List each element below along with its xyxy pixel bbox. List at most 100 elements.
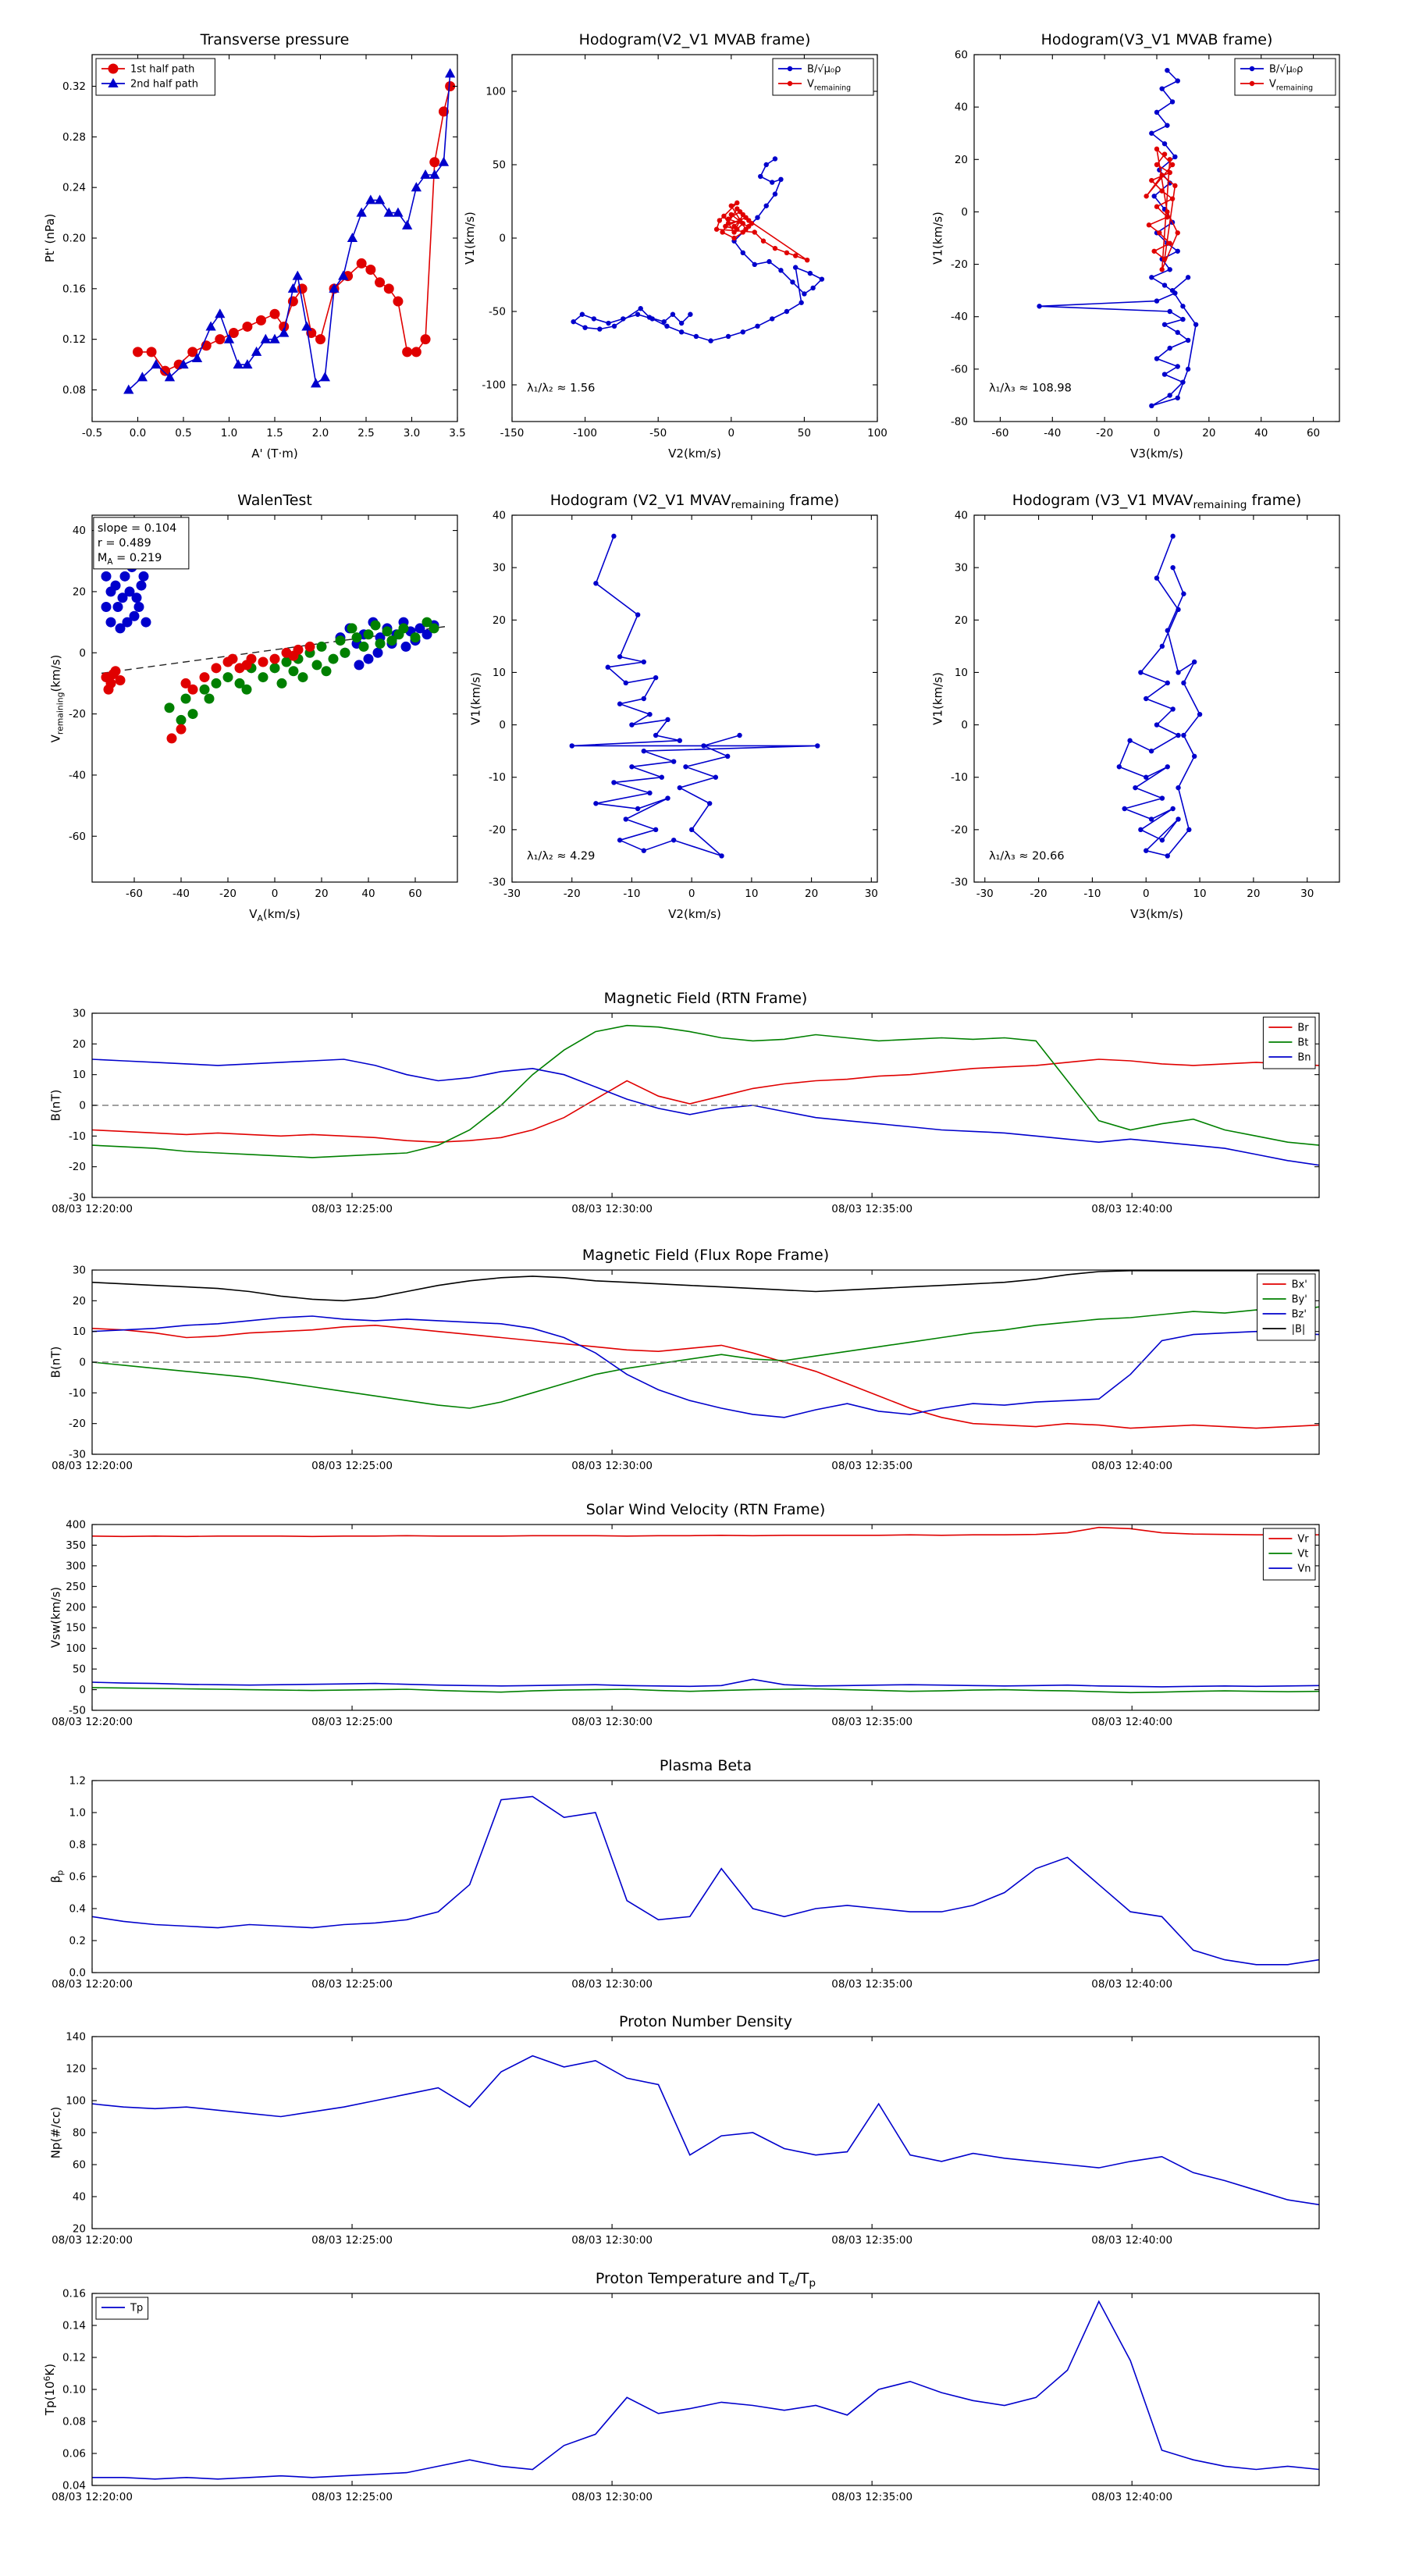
svg-text:-60: -60 xyxy=(69,831,86,843)
svg-text:Vsw(km/s): Vsw(km/s) xyxy=(49,1587,63,1648)
svg-text:-30: -30 xyxy=(503,888,521,900)
svg-text:-10: -10 xyxy=(951,771,968,784)
svg-text:08/03 12:35:00: 08/03 12:35:00 xyxy=(831,1978,912,1991)
svg-text:08/03 12:35:00: 08/03 12:35:00 xyxy=(831,1460,912,1472)
svg-text:150: 150 xyxy=(66,1622,86,1635)
svg-text:-20: -20 xyxy=(951,258,968,271)
svg-text:-40: -40 xyxy=(69,769,86,781)
svg-text:0: 0 xyxy=(688,888,695,900)
svg-text:-30: -30 xyxy=(69,1449,86,1461)
svg-text:V3(km/s): V3(km/s) xyxy=(1130,447,1183,461)
svg-text:Hodogram(V3_V1 MVAB frame): Hodogram(V3_V1 MVAB frame) xyxy=(1041,31,1273,48)
svg-text:0: 0 xyxy=(272,888,279,900)
svg-text:20: 20 xyxy=(955,614,968,627)
svg-text:-60: -60 xyxy=(951,363,968,375)
svg-text:20: 20 xyxy=(1202,427,1215,439)
svg-text:Vremaining: Vremaining xyxy=(807,79,851,93)
svg-text:|B|: |B| xyxy=(1292,1324,1306,1336)
svg-text:B(nT): B(nT) xyxy=(49,1090,63,1122)
svg-text:Plasma Beta: Plasma Beta xyxy=(660,1757,752,1774)
svg-text:0: 0 xyxy=(1143,888,1150,900)
chart-plasma-beta: 08/03 12:20:00 08/03 12:25:00 08/03 12:30:… xyxy=(49,1757,1320,1991)
svg-text:0.32: 0.32 xyxy=(62,80,86,93)
svg-text:08/03 12:25:00: 08/03 12:25:00 xyxy=(311,1978,393,1991)
svg-text:08/03 12:40:00: 08/03 12:40:00 xyxy=(1091,2491,1172,2503)
svg-text:1.0: 1.0 xyxy=(69,1807,86,1820)
chart-hodogram-v2v1-mvav: -30 -20 -10 0 10 20 30 -30 -20 -10 0 10 20 30 40 Hodogr… xyxy=(469,492,878,921)
svg-text:-80: -80 xyxy=(951,416,968,429)
svg-text:10: 10 xyxy=(745,888,758,900)
svg-text:08/03 12:40:00: 08/03 12:40:00 xyxy=(1091,1716,1172,1728)
svg-text:2.0: 2.0 xyxy=(312,427,329,439)
svg-text:10: 10 xyxy=(493,667,506,679)
svg-text:-10: -10 xyxy=(1083,888,1101,900)
svg-text:08/03 12:30:00: 08/03 12:30:00 xyxy=(571,2234,653,2247)
svg-text:0.08: 0.08 xyxy=(62,384,86,397)
svg-text:40: 40 xyxy=(955,101,968,114)
svg-text:-30: -30 xyxy=(489,877,506,889)
svg-text:08/03 12:20:00: 08/03 12:20:00 xyxy=(52,2234,133,2247)
svg-text:08/03 12:25:00: 08/03 12:25:00 xyxy=(311,1203,393,1215)
svg-text:-20: -20 xyxy=(69,708,86,720)
svg-text:08/03 12:20:00: 08/03 12:20:00 xyxy=(52,1978,133,1991)
svg-text:-150: -150 xyxy=(500,427,525,439)
svg-text:λ₁/λ₃ ≈ 108.98: λ₁/λ₃ ≈ 108.98 xyxy=(989,382,1072,395)
svg-text:-30: -30 xyxy=(976,888,994,900)
svg-text:A' (T·m): A' (T·m) xyxy=(251,447,297,461)
svg-text:08/03 12:40:00: 08/03 12:40:00 xyxy=(1091,1203,1172,1215)
svg-text:0.16: 0.16 xyxy=(62,2288,86,2300)
svg-text:0: 0 xyxy=(499,719,506,731)
svg-text:08/03 12:30:00: 08/03 12:30:00 xyxy=(571,1460,653,1472)
svg-text:20: 20 xyxy=(73,585,86,598)
svg-text:0.06: 0.06 xyxy=(62,2448,86,2460)
svg-text:30: 30 xyxy=(865,888,878,900)
chart-transverse-pressure: -0.5 0.0 0.5 1.0 1.5 2.0 2.5 3.0 3.5 0.08 0.12 0.16… xyxy=(43,31,466,461)
svg-text:-10: -10 xyxy=(623,888,640,900)
svg-text:100: 100 xyxy=(486,86,506,98)
svg-text:Np(#/cc): Np(#/cc) xyxy=(49,2107,63,2159)
svg-text:-20: -20 xyxy=(219,888,237,900)
svg-text:Tp(106K): Tp(106K) xyxy=(42,2364,57,2416)
svg-text:V3(km/s): V3(km/s) xyxy=(1130,907,1183,921)
svg-text:120: 120 xyxy=(66,2063,86,2076)
svg-text:Vt: Vt xyxy=(1297,1549,1308,1560)
svg-text:08/03 12:30:00: 08/03 12:30:00 xyxy=(571,1203,653,1215)
svg-text:0.12: 0.12 xyxy=(62,333,86,346)
svg-text:0: 0 xyxy=(499,233,506,245)
svg-text:100: 100 xyxy=(66,2095,86,2108)
svg-text:20: 20 xyxy=(805,888,818,900)
svg-text:1.2: 1.2 xyxy=(69,1775,86,1788)
svg-text:08/03 12:35:00: 08/03 12:35:00 xyxy=(831,2234,912,2247)
svg-text:0: 0 xyxy=(79,1684,86,1696)
svg-text:V2(km/s): V2(km/s) xyxy=(668,447,721,461)
svg-text:08/03 12:35:00: 08/03 12:35:00 xyxy=(831,1716,912,1728)
svg-text:60: 60 xyxy=(408,888,422,900)
chart-walen-test: -60 -40 -20 0 20 40 60 -60 -40 -20 0 20 40 WalenTest V… xyxy=(49,492,458,923)
svg-text:-50: -50 xyxy=(649,427,667,439)
svg-text:10: 10 xyxy=(73,1069,86,1081)
svg-text:30: 30 xyxy=(955,562,968,575)
svg-text:20: 20 xyxy=(73,1038,86,1051)
svg-text:0: 0 xyxy=(961,206,968,219)
svg-text:30: 30 xyxy=(1300,888,1314,900)
svg-text:60: 60 xyxy=(73,2159,86,2172)
svg-text:3.5: 3.5 xyxy=(449,427,465,439)
svg-text:Tp: Tp xyxy=(130,2303,143,2314)
svg-text:30: 30 xyxy=(73,1008,86,1020)
svg-text:0: 0 xyxy=(1154,427,1161,439)
svg-text:Hodogram (V2_V1 MVAVremaining: Hodogram (V2_V1 MVAVremaining frame) xyxy=(550,492,840,511)
svg-text:50: 50 xyxy=(73,1663,86,1676)
svg-text:1.0: 1.0 xyxy=(221,427,237,439)
svg-text:0: 0 xyxy=(79,1100,86,1112)
svg-text:08/03 12:40:00: 08/03 12:40:00 xyxy=(1091,2234,1172,2247)
svg-text:Bx': Bx' xyxy=(1292,1279,1307,1291)
svg-text:-20: -20 xyxy=(489,824,506,836)
svg-text:20: 20 xyxy=(73,1295,86,1308)
svg-text:-60: -60 xyxy=(991,427,1008,439)
svg-text:Solar Wind Velocity (RTN Frame: Solar Wind Velocity (RTN Frame) xyxy=(586,1501,826,1518)
svg-text:0.6: 0.6 xyxy=(69,1871,86,1884)
svg-text:3.0: 3.0 xyxy=(404,427,420,439)
svg-text:08/03 12:25:00: 08/03 12:25:00 xyxy=(311,1716,393,1728)
svg-text:10: 10 xyxy=(955,667,968,679)
svg-text:0.4: 0.4 xyxy=(69,1903,86,1916)
